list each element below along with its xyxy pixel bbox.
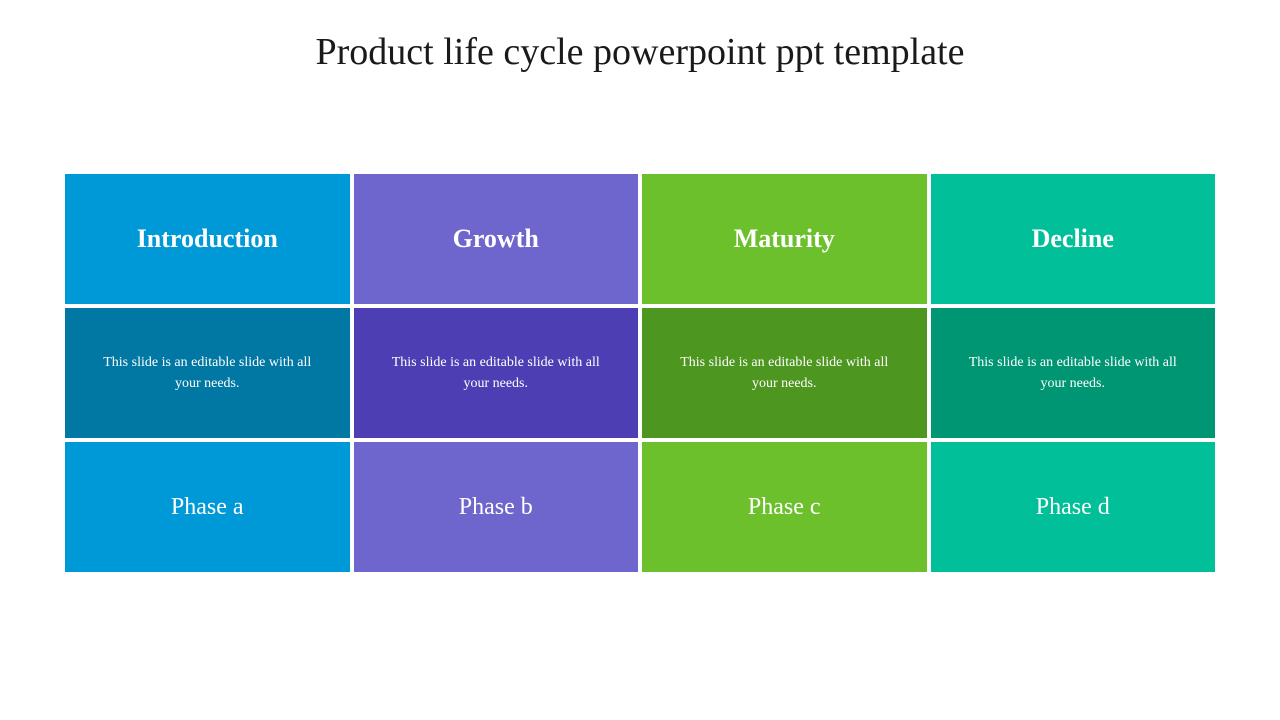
phase-d: Phase d [931, 442, 1216, 572]
header-maturity: Maturity [642, 174, 927, 304]
phase-a: Phase a [65, 442, 350, 572]
desc-decline: This slide is an editable slide with all… [931, 308, 1216, 438]
header-decline: Decline [931, 174, 1216, 304]
phase-c: Phase c [642, 442, 927, 572]
desc-growth: This slide is an editable slide with all… [354, 308, 639, 438]
header-introduction: Introduction [65, 174, 350, 304]
slide-title: Product life cycle powerpoint ppt templa… [60, 30, 1220, 74]
header-growth: Growth [354, 174, 639, 304]
lifecycle-grid: Introduction Growth Maturity Decline Thi… [65, 174, 1215, 572]
desc-introduction: This slide is an editable slide with all… [65, 308, 350, 438]
phase-b: Phase b [354, 442, 639, 572]
desc-maturity: This slide is an editable slide with all… [642, 308, 927, 438]
slide-container: Product life cycle powerpoint ppt templa… [0, 0, 1280, 720]
